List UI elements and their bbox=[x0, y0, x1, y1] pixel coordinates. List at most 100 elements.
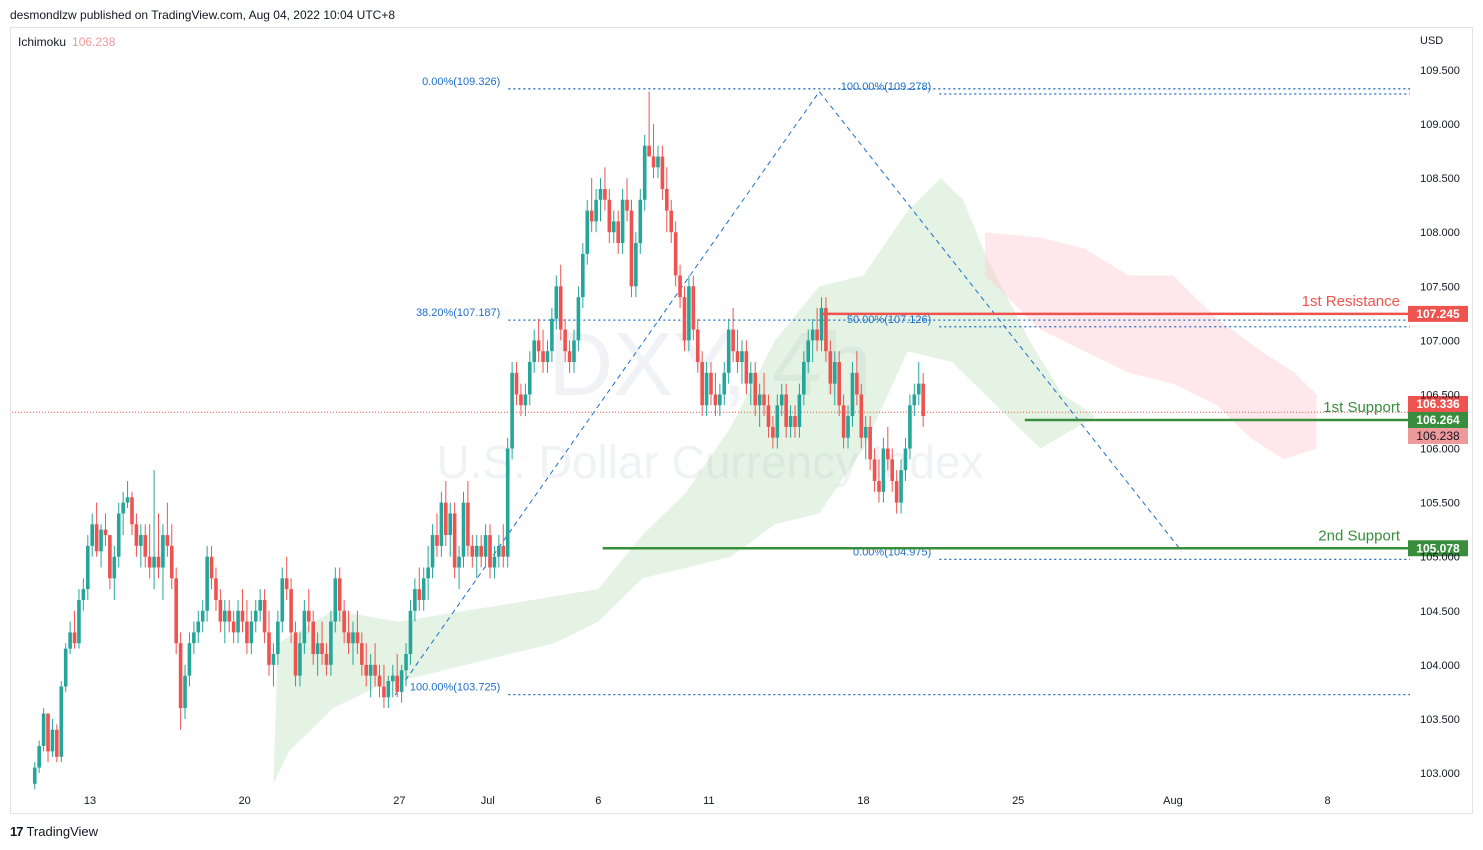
candle-body bbox=[558, 286, 563, 330]
candle-body bbox=[245, 621, 249, 644]
candle bbox=[651, 124, 656, 179]
candle bbox=[894, 470, 899, 514]
candle-body bbox=[855, 372, 859, 395]
candle bbox=[196, 610, 201, 644]
candle-body bbox=[99, 529, 103, 552]
candle bbox=[337, 567, 342, 622]
y-axis-tick-label: 104.000 bbox=[1420, 660, 1460, 672]
candle bbox=[700, 351, 704, 417]
candle-body bbox=[815, 329, 819, 341]
fib-level-label: 50.00%(107.126) bbox=[847, 314, 931, 326]
candle bbox=[625, 178, 629, 222]
candle bbox=[121, 491, 125, 536]
support-level-name: 2nd Support bbox=[1318, 527, 1401, 544]
candle bbox=[722, 362, 727, 406]
candle-body bbox=[134, 524, 139, 546]
candle-body bbox=[399, 670, 404, 692]
candle-body bbox=[289, 589, 293, 633]
candle bbox=[404, 643, 408, 687]
candle bbox=[368, 654, 373, 698]
candle bbox=[669, 199, 674, 244]
candle bbox=[846, 405, 850, 449]
indicator-legend[interactable]: Ichimoku 106.238 bbox=[18, 35, 115, 49]
candle bbox=[620, 188, 625, 254]
candle-body bbox=[651, 156, 656, 168]
candle-body bbox=[77, 599, 81, 644]
candle-body bbox=[479, 545, 483, 557]
candle bbox=[390, 664, 395, 698]
candle bbox=[116, 502, 121, 568]
candle bbox=[386, 675, 391, 709]
candle bbox=[77, 589, 81, 649]
candle-body bbox=[669, 210, 674, 233]
candle bbox=[492, 545, 497, 579]
candle-body bbox=[545, 351, 550, 363]
candle bbox=[430, 524, 435, 579]
candle bbox=[890, 448, 895, 492]
candle bbox=[784, 383, 788, 438]
candle-body bbox=[373, 664, 377, 676]
y-axis-tick-label: 105.500 bbox=[1420, 498, 1460, 510]
candle-body bbox=[342, 610, 346, 633]
x-axis-tick-label: Jul bbox=[481, 795, 495, 807]
candle-body bbox=[55, 729, 59, 757]
candle bbox=[373, 643, 377, 687]
candle bbox=[408, 599, 413, 665]
candle-body bbox=[227, 610, 232, 622]
y-axis-tick-label: 103.500 bbox=[1420, 714, 1460, 726]
candle bbox=[466, 480, 470, 557]
candle-body bbox=[713, 394, 718, 406]
y-axis-tick-label: 108.000 bbox=[1420, 227, 1460, 239]
candle-body bbox=[607, 199, 612, 233]
candle bbox=[863, 416, 868, 460]
candle bbox=[806, 329, 811, 373]
resistance-level-badge-text: 107.245 bbox=[1416, 307, 1460, 321]
candle bbox=[731, 307, 735, 363]
candle-body bbox=[722, 372, 727, 395]
candle bbox=[488, 524, 492, 579]
candle-body bbox=[59, 686, 64, 757]
candle-body bbox=[899, 470, 903, 503]
candle-body bbox=[466, 502, 470, 546]
candle bbox=[585, 199, 590, 265]
candle-body bbox=[691, 286, 696, 330]
candle-body bbox=[748, 372, 753, 384]
candle bbox=[161, 524, 165, 600]
candle bbox=[855, 351, 859, 406]
resistance-level-name: 1st Resistance bbox=[1302, 293, 1400, 310]
candle bbox=[726, 318, 731, 384]
candle-body bbox=[665, 188, 669, 211]
candle-body bbox=[382, 686, 386, 698]
fib-level-label: 100.00%(109.278) bbox=[841, 81, 932, 93]
brand-name: TradingView bbox=[26, 824, 99, 839]
candle bbox=[236, 599, 240, 644]
candle-body bbox=[523, 394, 528, 406]
candle-body bbox=[200, 610, 205, 622]
candle-body bbox=[709, 372, 713, 395]
candle-body bbox=[125, 497, 130, 503]
candle bbox=[545, 340, 550, 373]
footer-brand[interactable]: 17 TradingView bbox=[10, 824, 98, 839]
candle-body bbox=[687, 286, 691, 341]
candle bbox=[771, 416, 775, 449]
candle bbox=[536, 318, 541, 363]
candle-body bbox=[541, 351, 545, 363]
candle-body bbox=[567, 351, 572, 363]
candle-body bbox=[395, 675, 399, 692]
candle bbox=[302, 599, 307, 655]
candle bbox=[740, 340, 744, 384]
candle-body bbox=[377, 675, 382, 687]
candle-body bbox=[625, 199, 629, 211]
candle-body bbox=[731, 329, 735, 352]
candle-body bbox=[837, 362, 841, 406]
candle bbox=[541, 329, 545, 373]
candle bbox=[85, 535, 90, 600]
candle-body bbox=[72, 632, 77, 644]
candle-body bbox=[103, 529, 108, 536]
candle-body bbox=[461, 502, 466, 557]
candle bbox=[457, 545, 461, 590]
candle bbox=[315, 632, 320, 676]
candle bbox=[289, 578, 293, 644]
candle bbox=[837, 351, 841, 417]
